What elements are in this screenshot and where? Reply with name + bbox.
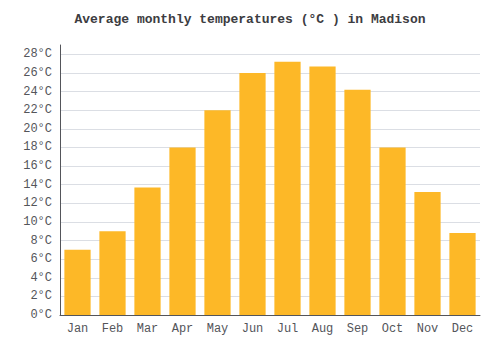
svg-text:Dec: Dec <box>452 322 474 336</box>
svg-text:16°C: 16°C <box>23 159 52 173</box>
svg-text:22°C: 22°C <box>23 103 52 117</box>
svg-text:Aug: Aug <box>312 322 334 336</box>
svg-text:Oct: Oct <box>382 322 404 336</box>
svg-text:12°C: 12°C <box>23 196 52 210</box>
svg-text:0°C: 0°C <box>30 308 52 322</box>
svg-text:Apr: Apr <box>172 322 194 336</box>
svg-text:14°C: 14°C <box>23 178 52 192</box>
svg-text:Mar: Mar <box>137 322 159 336</box>
svg-text:Nov: Nov <box>417 322 439 336</box>
svg-text:Jun: Jun <box>242 322 264 336</box>
svg-text:26°C: 26°C <box>23 66 52 80</box>
svg-text:6°C: 6°C <box>30 252 52 266</box>
svg-text:Jan: Jan <box>67 322 89 336</box>
svg-text:24°C: 24°C <box>23 85 52 99</box>
svg-text:20°C: 20°C <box>23 122 52 136</box>
svg-text:8°C: 8°C <box>30 234 52 248</box>
svg-text:Sep: Sep <box>347 322 369 336</box>
svg-text:Jul: Jul <box>277 322 299 336</box>
svg-text:2°C: 2°C <box>30 289 52 303</box>
svg-text:4°C: 4°C <box>30 271 52 285</box>
svg-text:18°C: 18°C <box>23 140 52 154</box>
svg-text:10°C: 10°C <box>23 215 52 229</box>
svg-text:Average monthly temperatures (: Average monthly temperatures (°C ) in Ma… <box>74 12 425 27</box>
svg-text:May: May <box>207 322 229 336</box>
svg-text:Feb: Feb <box>102 322 124 336</box>
svg-text:28°C: 28°C <box>23 47 52 61</box>
